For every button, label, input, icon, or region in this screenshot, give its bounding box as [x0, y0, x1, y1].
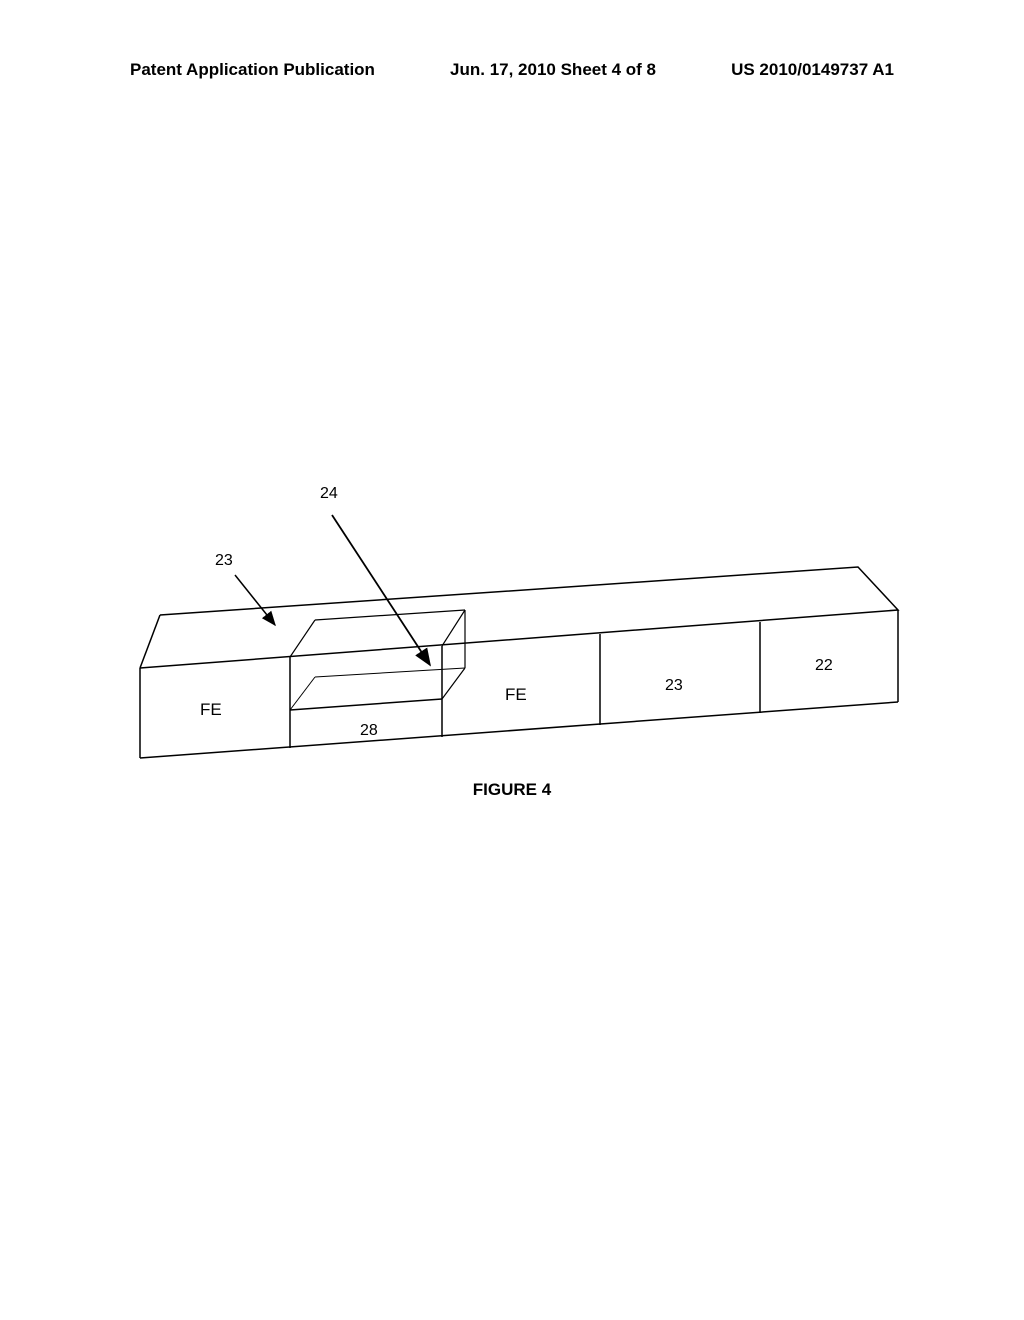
- header-left: Patent Application Publication: [130, 60, 375, 80]
- label-22: 22: [815, 657, 833, 674]
- label-fe-left: FE: [200, 700, 222, 719]
- header-center: Jun. 17, 2010 Sheet 4 of 8: [450, 60, 656, 80]
- arrow-23-left: [235, 575, 275, 625]
- figure-caption: FIGURE 4: [0, 780, 1024, 800]
- label-23-left: 23: [215, 552, 233, 569]
- arrow-24: [332, 515, 430, 665]
- figure-4: 23 24 FE 28 FE 23 22: [120, 470, 900, 780]
- label-24: 24: [320, 485, 338, 502]
- label-23-right: 23: [665, 677, 683, 694]
- header-right: US 2010/0149737 A1: [731, 60, 894, 80]
- label-28: 28: [360, 722, 378, 739]
- page-header: Patent Application Publication Jun. 17, …: [0, 60, 1024, 80]
- label-fe-right: FE: [505, 685, 527, 704]
- top-face-outline: [140, 567, 898, 668]
